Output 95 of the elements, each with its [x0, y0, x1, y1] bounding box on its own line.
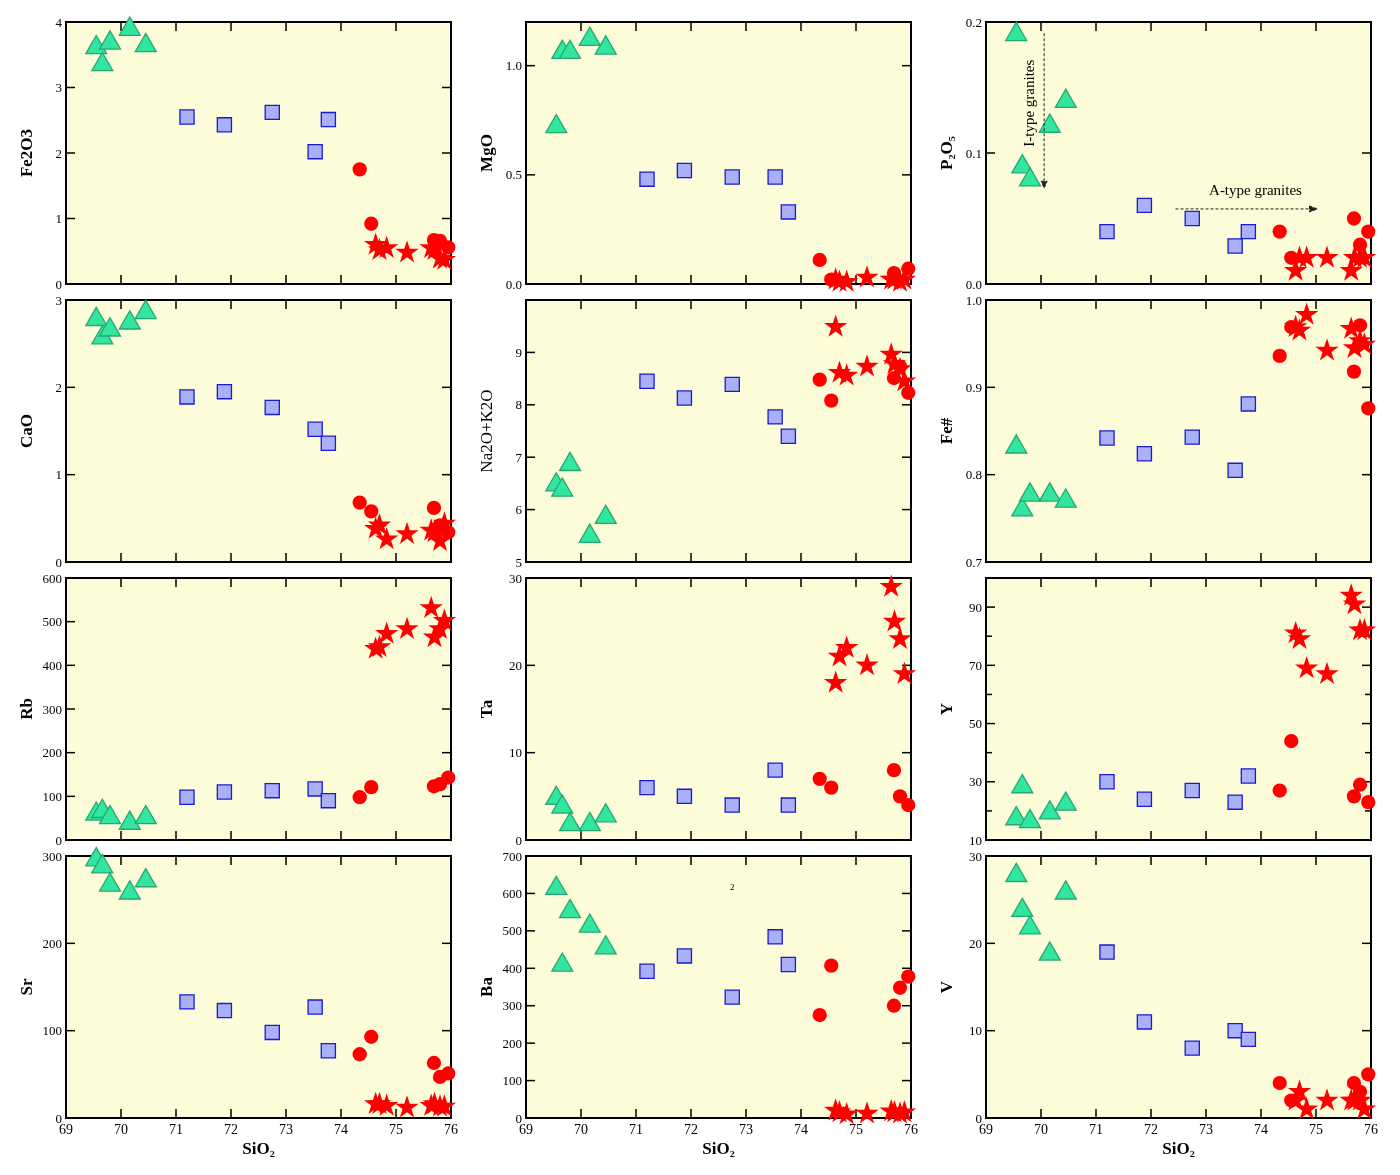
y-tick-label: 30	[509, 570, 522, 586]
y-tick-label: 2	[55, 379, 62, 395]
y-tick-label: 50	[969, 716, 982, 732]
y-tick-label: 0.5	[505, 167, 522, 183]
y-tick-label: 300	[42, 701, 62, 717]
x-tick-label: 75	[389, 1122, 403, 1137]
y-axis-title: MgO	[477, 134, 496, 172]
annotation: A-type granites	[1209, 181, 1303, 198]
x-tick-label: 75	[849, 1122, 863, 1137]
y-axis-title: Ta	[477, 699, 496, 719]
x-tick-label: 76	[904, 1122, 918, 1137]
x-tick-label: 73	[739, 1122, 753, 1137]
y-tick-label: 0.9	[965, 379, 982, 395]
y-tick-label: 0.0	[965, 276, 982, 292]
y-tick-label: 0.1	[965, 145, 982, 161]
x-tick-label: 73	[279, 1122, 293, 1137]
y-tick-label: 600	[42, 570, 62, 586]
y-tick-label: 10	[969, 832, 982, 848]
x-tick-label: 75	[1309, 1122, 1323, 1137]
x-tick-label: 72	[224, 1122, 238, 1137]
y-tick-label: 0.0	[505, 276, 522, 292]
y-tick-label: 200	[42, 745, 62, 761]
y-tick-label: 70	[969, 657, 982, 673]
x-tick-label: 69	[519, 1122, 533, 1137]
y-tick-label: 0.2	[965, 14, 982, 30]
x-axis-title: SiO₂	[242, 1139, 275, 1158]
x-tick-label: 70	[574, 1122, 588, 1137]
y-tick-label: 500	[502, 923, 522, 939]
y-axis-title: Y	[937, 702, 956, 716]
y-tick-label: 8	[515, 397, 522, 413]
annotation: 2	[730, 882, 735, 893]
y-tick-label: 30	[969, 774, 982, 790]
x-axis-title: SiO₂	[702, 1139, 735, 1158]
x-tick-label: 71	[1089, 1122, 1103, 1137]
y-tick-label: 0	[515, 832, 522, 848]
x-tick-label: 74	[794, 1122, 808, 1137]
x-tick-label: 70	[1034, 1122, 1048, 1137]
y-tick-label: 400	[502, 960, 522, 976]
y-tick-label: 20	[969, 935, 982, 951]
y-tick-label: 4	[55, 14, 63, 30]
y-tick-label: 2	[55, 145, 62, 161]
y-tick-label: 400	[42, 657, 62, 673]
x-tick-label: 71	[169, 1122, 183, 1137]
y-tick-label: 10	[509, 745, 522, 761]
y-axis-title: Na2O+K2O	[477, 389, 496, 473]
y-tick-label: 1	[55, 467, 62, 483]
y-axis-title: Rb	[17, 698, 36, 720]
y-axis-title: Ba	[477, 976, 496, 997]
y-tick-label: 200	[42, 935, 62, 951]
y-tick-label: 7	[515, 449, 523, 465]
y-tick-label: 0	[55, 276, 62, 292]
y-tick-label: 300	[42, 848, 62, 864]
y-tick-label: 3	[55, 292, 62, 308]
y-tick-label: 300	[502, 998, 522, 1014]
x-tick-label: 74	[334, 1122, 348, 1137]
y-tick-label: 600	[502, 885, 522, 901]
y-tick-label: 0	[55, 832, 62, 848]
y-axis-title: P₂O₅	[937, 136, 956, 170]
y-tick-label: 100	[502, 1073, 522, 1089]
x-tick-label: 71	[629, 1122, 643, 1137]
y-tick-label: 100	[42, 1023, 62, 1039]
x-tick-label: 72	[1144, 1122, 1158, 1137]
x-tick-label: 72	[684, 1122, 698, 1137]
y-tick-label: 10	[969, 1023, 982, 1039]
y-tick-label: 700	[502, 848, 522, 864]
x-tick-label: 69	[59, 1122, 73, 1137]
y-tick-label: 0	[55, 554, 62, 570]
y-tick-label: 20	[509, 657, 522, 673]
y-axis-title: V	[937, 980, 956, 994]
y-tick-label: 3	[55, 80, 62, 96]
x-axis-title: SiO₂	[1162, 1139, 1195, 1158]
y-tick-label: 90	[969, 599, 982, 615]
y-tick-label: 6	[515, 502, 523, 518]
y-tick-label: 200	[502, 1035, 522, 1051]
x-tick-label: 70	[114, 1122, 128, 1137]
y-axis-title: Fe#	[937, 417, 956, 445]
y-axis-title: CaO	[17, 414, 36, 448]
y-tick-label: 1.0	[505, 58, 522, 74]
y-axis-title: Sr	[17, 978, 36, 996]
y-tick-label: 9	[515, 344, 522, 360]
y-tick-label: 5	[515, 554, 522, 570]
x-tick-label: 69	[979, 1122, 993, 1137]
y-tick-label: 0.7	[965, 554, 983, 570]
x-tick-label: 74	[1254, 1122, 1268, 1137]
y-tick-label: 1	[55, 211, 62, 227]
y-axis-title: Fe2O3	[17, 128, 36, 178]
x-tick-label: 76	[1364, 1122, 1378, 1137]
y-tick-label: 1.0	[965, 292, 982, 308]
y-tick-label: 30	[969, 848, 982, 864]
y-tick-label: 0.8	[965, 467, 982, 483]
x-tick-label: 76	[444, 1122, 458, 1137]
x-tick-label: 73	[1199, 1122, 1213, 1137]
y-tick-label: 100	[42, 788, 62, 804]
y-tick-label: 500	[42, 614, 62, 630]
annotation: I-type granites	[1021, 59, 1038, 147]
